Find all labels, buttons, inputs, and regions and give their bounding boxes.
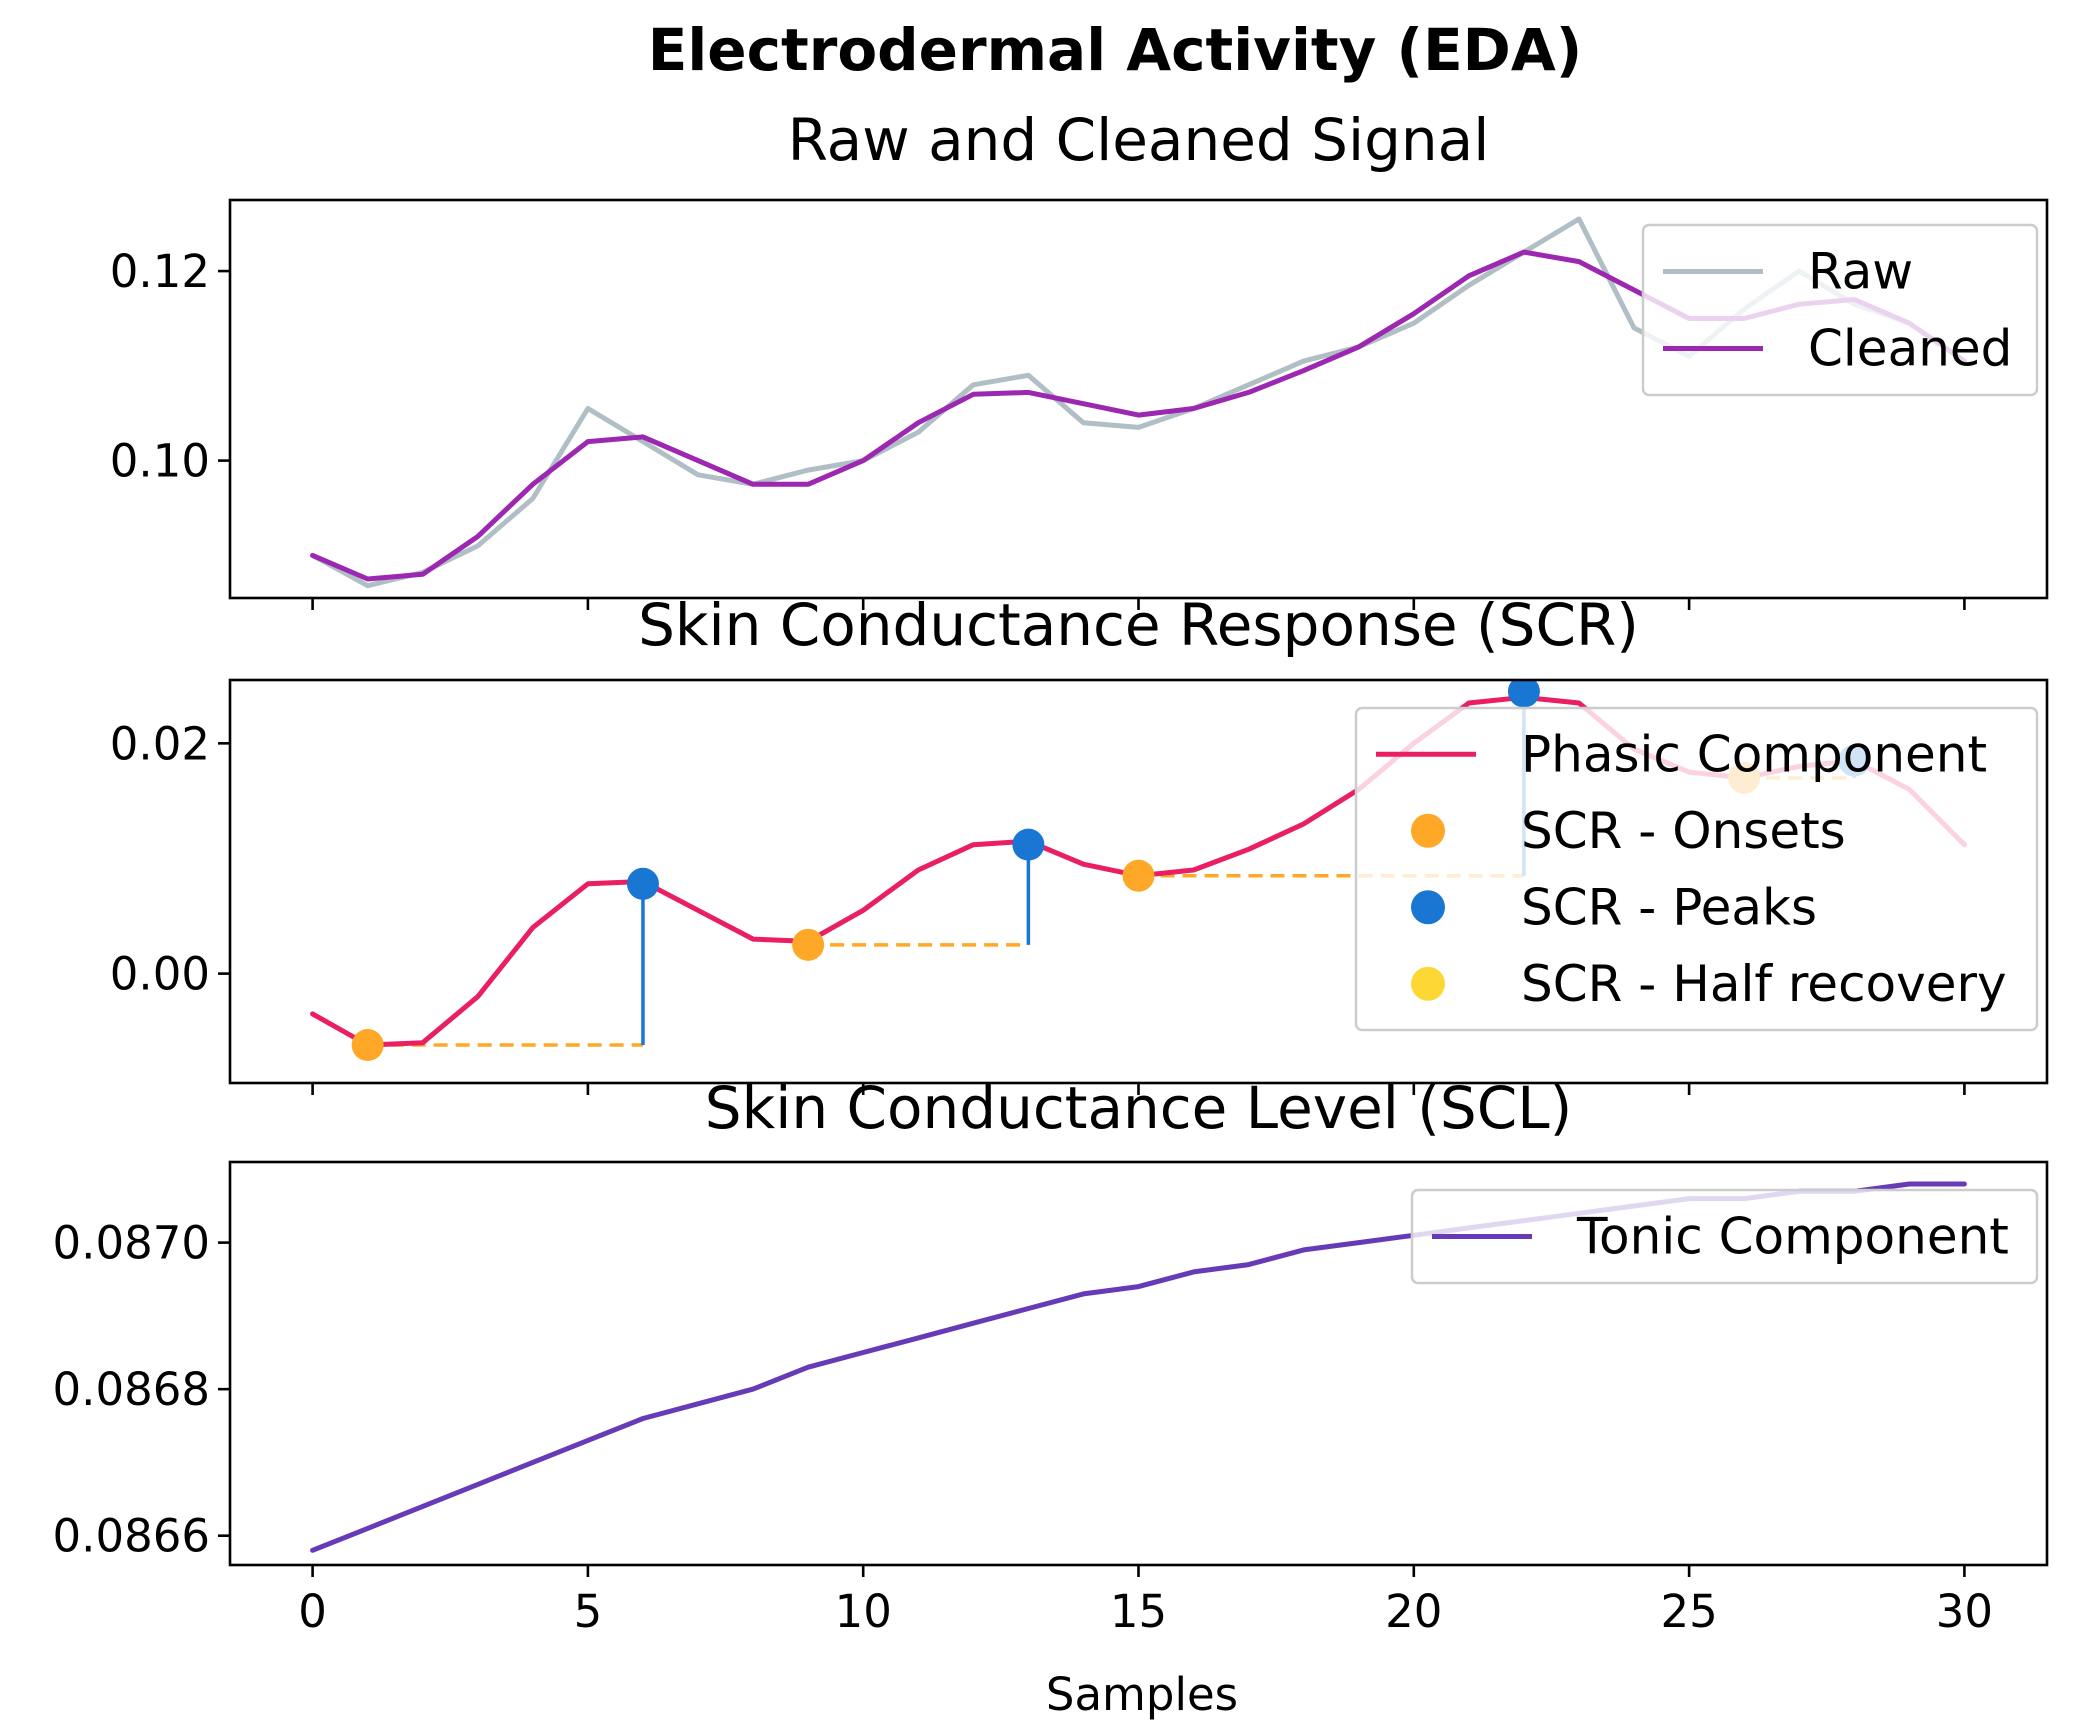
peak-marker	[1507, 680, 1540, 708]
legend-label: Phasic Component	[1521, 725, 1987, 783]
y-tick-label: 0.12	[110, 245, 210, 298]
panel-title: Skin Conductance Response (SCR)	[638, 591, 1639, 659]
peak-marker	[1012, 828, 1045, 861]
legend-marker-swatch	[1411, 813, 1445, 848]
y-tick-label: 0.0870	[53, 1217, 210, 1270]
x-tick-label: 20	[1385, 1585, 1442, 1638]
legend-label: Tonic Component	[1576, 1208, 2009, 1266]
legend-box	[1410, 1188, 2039, 1285]
x-tick-label: 5	[574, 1585, 603, 1638]
legend-label: SCR - Peaks	[1521, 878, 1817, 936]
legend: Phasic Component SCR - Onsets SCR - Peaks S…	[1354, 706, 2039, 1032]
legend-label: Cleaned	[1808, 320, 2012, 378]
legend-box	[1641, 223, 2039, 397]
legend: Tonic Component	[1410, 1188, 2039, 1285]
y-tick-label: 0.10	[110, 435, 210, 488]
y-tick-label: 0.0868	[53, 1363, 210, 1416]
x-tick-label: 0	[298, 1585, 327, 1638]
onset-marker	[792, 928, 825, 961]
onset-marker	[351, 1029, 384, 1062]
legend-box	[1354, 706, 2039, 1032]
legend: Raw Cleaned	[1641, 223, 2039, 397]
legend-label: SCR - Half recovery	[1521, 955, 2007, 1013]
raw-cleaned-panel: Raw and Cleaned Signal 0.10 0.12 Raw Cleaned	[110, 106, 2049, 610]
peak-marker	[626, 867, 659, 900]
legend-marker-swatch	[1411, 966, 1445, 1001]
panel-title: Raw and Cleaned Signal	[788, 106, 1490, 174]
x-tick-label: 15	[1110, 1585, 1167, 1638]
onset-marker	[1122, 859, 1155, 892]
y-tick-label: 0.00	[110, 948, 210, 1001]
y-tick-label: 0.02	[110, 717, 210, 770]
x-axis-label: Samples	[1046, 1668, 1238, 1721]
x-tick-label: 30	[1936, 1585, 1993, 1638]
scl-panel: Skin Conductance Level (SCL) 0.0866 0.0868…	[53, 1074, 2049, 1638]
x-tick-label: 10	[835, 1585, 892, 1638]
figure-suptitle: Electrodermal Activity (EDA)	[648, 16, 1582, 84]
legend-label: SCR - Onsets	[1521, 802, 1846, 860]
panel-title: Skin Conductance Level (SCL)	[705, 1074, 1572, 1142]
x-tick-label: 25	[1660, 1585, 1717, 1638]
legend-label: Raw	[1808, 243, 1913, 301]
legend-marker-swatch	[1411, 890, 1445, 925]
scr-panel: Skin Conductance Response (SCR) 0.00 0.02 P…	[110, 591, 2049, 1095]
y-tick-label: 0.0866	[53, 1510, 210, 1563]
